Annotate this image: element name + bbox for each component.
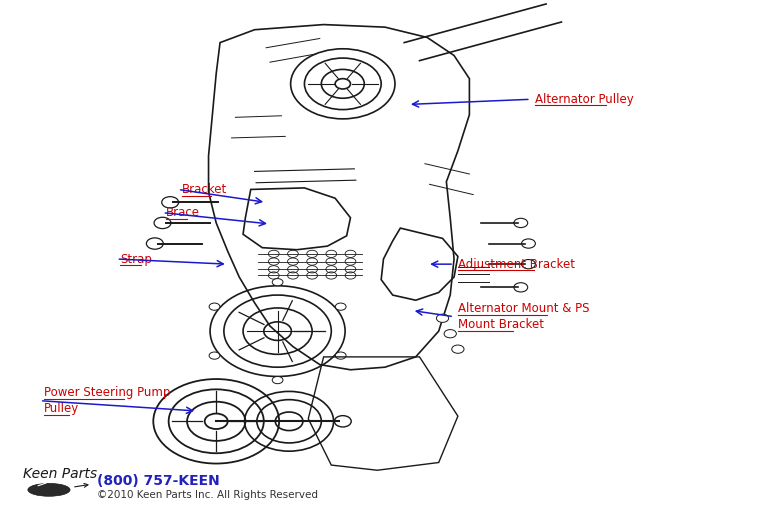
Circle shape — [444, 329, 457, 338]
Text: Bracket: Bracket — [182, 183, 227, 196]
Text: Power Steering Pump: Power Steering Pump — [44, 386, 170, 399]
Circle shape — [209, 352, 220, 359]
Text: (800) 757-KEEN: (800) 757-KEEN — [97, 473, 220, 487]
Circle shape — [514, 283, 527, 292]
Circle shape — [521, 260, 535, 269]
Circle shape — [273, 377, 283, 384]
Circle shape — [452, 345, 464, 353]
Text: Pulley: Pulley — [44, 402, 79, 415]
Circle shape — [514, 218, 527, 227]
Text: Mount Bracket: Mount Bracket — [458, 318, 544, 331]
Text: Brace: Brace — [166, 206, 200, 219]
Text: Keen Parts: Keen Parts — [23, 467, 97, 481]
Circle shape — [273, 279, 283, 286]
Text: ©2010 Keen Parts Inc. All Rights Reserved: ©2010 Keen Parts Inc. All Rights Reserve… — [97, 490, 318, 500]
Circle shape — [146, 238, 163, 249]
Circle shape — [521, 239, 535, 248]
Text: Strap: Strap — [120, 252, 152, 266]
Circle shape — [334, 415, 351, 427]
Ellipse shape — [28, 483, 70, 496]
Circle shape — [437, 314, 449, 322]
Circle shape — [336, 352, 346, 359]
Text: Alternator Pulley: Alternator Pulley — [534, 93, 634, 106]
Circle shape — [154, 217, 171, 228]
Circle shape — [209, 303, 220, 310]
Circle shape — [162, 197, 179, 208]
Text: Alternator Mount & PS: Alternator Mount & PS — [458, 303, 589, 315]
Circle shape — [336, 303, 346, 310]
Text: Adjustment Bracket: Adjustment Bracket — [458, 257, 575, 270]
